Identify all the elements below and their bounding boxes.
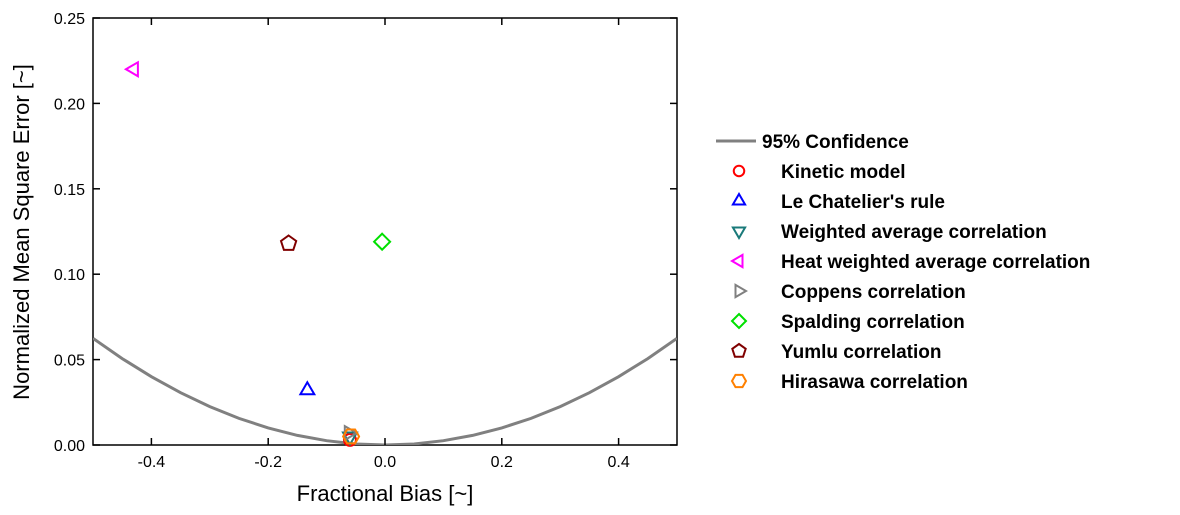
legend-entry-kinetic-model: Kinetic model [732, 162, 906, 183]
legend-entry-coppens-correlation: Coppens correlation [734, 282, 966, 303]
y-tick-label: 0.05 [54, 353, 85, 370]
legend-label: Le Chatelier's rule [781, 192, 945, 213]
legend-label: Yumlu correlation [781, 342, 941, 363]
legend-marker-yumlu-correlation [731, 342, 747, 358]
y-axis-title: Normalized Mean Square Error [~] [9, 64, 34, 400]
y-tick-label: 0.00 [54, 438, 85, 455]
legend-marker-spalding-correlation [730, 312, 748, 330]
legend-entry-spalding-correlation: Spalding correlation [730, 312, 965, 333]
legend-label: Spalding correlation [781, 312, 965, 333]
data-point-heat-weighted-average-correlation [123, 60, 139, 78]
legend-entry-yumlu-correlation: Yumlu correlation [731, 342, 941, 363]
x-tick-label: 0.2 [491, 454, 513, 471]
data-point-spalding-correlation [372, 232, 392, 252]
y-tick-label: 0.20 [54, 96, 85, 113]
y-tick-label: 0.10 [54, 267, 85, 284]
y-tick-label: 0.25 [54, 11, 85, 28]
legend-entry-heat-weighted-average-correlation: Heat weighted average correlation [730, 252, 1090, 273]
data-point-yumlu-correlation [279, 234, 298, 251]
legend-marker-kinetic-model [732, 164, 746, 178]
x-tick-label: -0.4 [138, 454, 166, 471]
data-point-le-chatelier-s-rule [298, 380, 317, 396]
legend-entry-weighted-average-correlation: Weighted average correlation [731, 222, 1047, 243]
legend-label: Heat weighted average correlation [781, 252, 1090, 273]
x-tick-label: -0.2 [254, 454, 282, 471]
y-tick-label: 0.15 [54, 182, 85, 199]
legend-marker-le-chatelier-s-rule [731, 192, 747, 206]
legend-entry-hirasawa-correlation: Hirasawa correlation [730, 372, 968, 393]
x-tick-label: 0.4 [607, 454, 629, 471]
legend: 95% Confidence Kinetic model Le Chatelier'… [716, 132, 1090, 393]
legend-label: Weighted average correlation [781, 222, 1047, 243]
legend-marker-heat-weighted-average-correlation [730, 253, 744, 269]
legend-label: Hirasawa correlation [781, 372, 968, 393]
data-point-hirasawa-correlation [341, 428, 361, 445]
legend-marker-weighted-average-correlation [731, 226, 747, 240]
legend-label: Coppens correlation [781, 282, 966, 303]
confidence-curve [93, 337, 677, 445]
legend-marker-hirasawa-correlation [730, 373, 748, 389]
legend-marker-coppens-correlation [734, 283, 748, 299]
legend-label: Kinetic model [781, 162, 906, 183]
x-axis-title: Fractional Bias [~] [297, 481, 474, 506]
plot-area: -0.4 -0.2 0.0 0.2 0.4 0.00 0.05 0.10 0.15 0.20 0.2… [54, 11, 678, 471]
x-tick-label: 0.0 [374, 454, 396, 471]
legend-label: 95% Confidence [762, 132, 909, 153]
plot-frame [92, 17, 678, 446]
legend-entry-le-chatelier-s-rule: Le Chatelier's rule [731, 192, 945, 213]
legend-entry-confidence: 95% Confidence [716, 132, 909, 153]
